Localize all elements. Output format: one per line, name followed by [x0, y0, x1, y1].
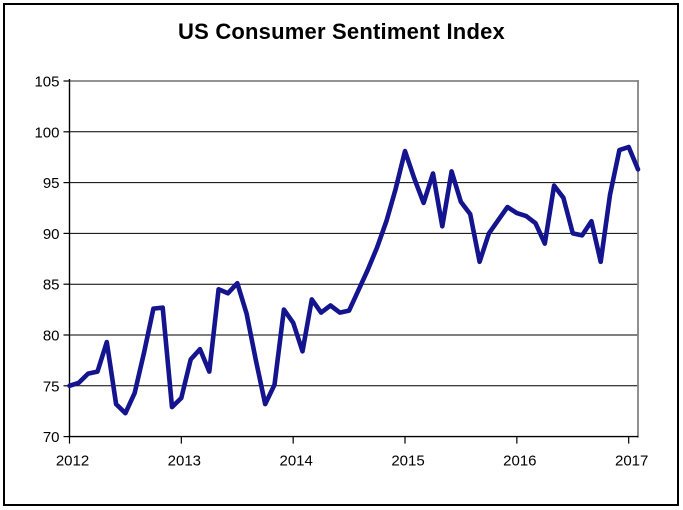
y-axis-label: 105 — [34, 74, 59, 91]
x-axis-label: 2015 — [391, 453, 424, 470]
y-axis-label: 70 — [43, 429, 60, 446]
x-axis-label: 2017 — [615, 453, 648, 470]
y-axis-label: 85 — [43, 277, 60, 294]
x-axis-label: 2014 — [279, 453, 312, 470]
x-axis-label: 2012 — [56, 453, 89, 470]
chart-title: US Consumer Sentiment Index — [178, 19, 505, 44]
y-axis-label: 90 — [43, 226, 60, 243]
y-axis-label: 75 — [43, 378, 60, 395]
sentiment-line — [67, 144, 641, 416]
y-axis-label: 80 — [43, 328, 60, 345]
x-axis-label: 2013 — [168, 453, 201, 470]
y-axis-label: 95 — [43, 175, 60, 192]
y-axis-label: 100 — [34, 124, 59, 141]
x-axis-label: 2016 — [503, 453, 536, 470]
